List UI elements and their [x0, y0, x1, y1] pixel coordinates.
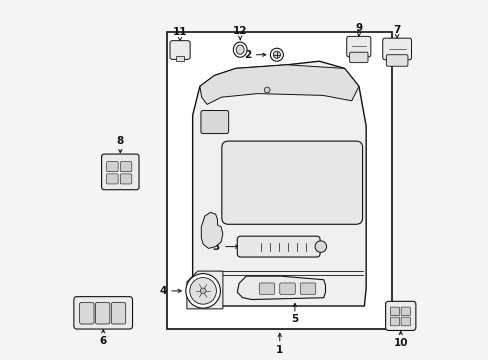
Text: 11: 11	[172, 27, 187, 37]
FancyBboxPatch shape	[389, 307, 399, 316]
FancyBboxPatch shape	[279, 283, 295, 294]
Polygon shape	[237, 276, 325, 300]
Ellipse shape	[233, 42, 246, 57]
FancyBboxPatch shape	[111, 302, 125, 324]
FancyBboxPatch shape	[95, 302, 110, 324]
FancyBboxPatch shape	[400, 317, 409, 326]
FancyBboxPatch shape	[106, 162, 118, 172]
Text: 2: 2	[243, 50, 250, 60]
Text: 9: 9	[355, 23, 362, 33]
Text: 7: 7	[393, 24, 400, 35]
FancyBboxPatch shape	[389, 317, 399, 326]
FancyBboxPatch shape	[349, 52, 367, 63]
FancyBboxPatch shape	[300, 283, 315, 294]
FancyBboxPatch shape	[259, 283, 274, 294]
Polygon shape	[186, 271, 223, 309]
Circle shape	[270, 48, 283, 61]
Text: 6: 6	[100, 336, 106, 346]
Text: 10: 10	[393, 338, 407, 348]
Text: 5: 5	[291, 314, 298, 324]
Bar	[167, 32, 391, 329]
FancyBboxPatch shape	[80, 302, 94, 324]
Circle shape	[264, 87, 269, 93]
FancyBboxPatch shape	[222, 141, 362, 224]
Ellipse shape	[236, 45, 244, 54]
FancyBboxPatch shape	[346, 36, 370, 57]
FancyBboxPatch shape	[237, 236, 320, 257]
FancyBboxPatch shape	[386, 55, 407, 66]
FancyBboxPatch shape	[382, 38, 411, 60]
Polygon shape	[200, 65, 358, 104]
FancyBboxPatch shape	[120, 162, 132, 172]
FancyBboxPatch shape	[106, 174, 118, 184]
FancyBboxPatch shape	[385, 301, 415, 330]
FancyBboxPatch shape	[102, 154, 139, 190]
Circle shape	[200, 288, 205, 294]
Polygon shape	[192, 61, 366, 306]
FancyBboxPatch shape	[201, 111, 228, 134]
Polygon shape	[201, 212, 223, 248]
Circle shape	[273, 51, 280, 58]
Text: 3: 3	[212, 242, 220, 252]
Circle shape	[185, 274, 220, 308]
Text: 12: 12	[232, 26, 247, 36]
Text: 8: 8	[117, 136, 123, 147]
Text: 4: 4	[159, 286, 166, 296]
Bar	[176, 56, 183, 61]
FancyBboxPatch shape	[170, 41, 190, 59]
FancyBboxPatch shape	[120, 174, 132, 184]
FancyBboxPatch shape	[400, 307, 409, 316]
FancyBboxPatch shape	[74, 297, 132, 329]
Text: 1: 1	[276, 345, 283, 355]
Circle shape	[314, 241, 326, 252]
Circle shape	[189, 278, 216, 304]
